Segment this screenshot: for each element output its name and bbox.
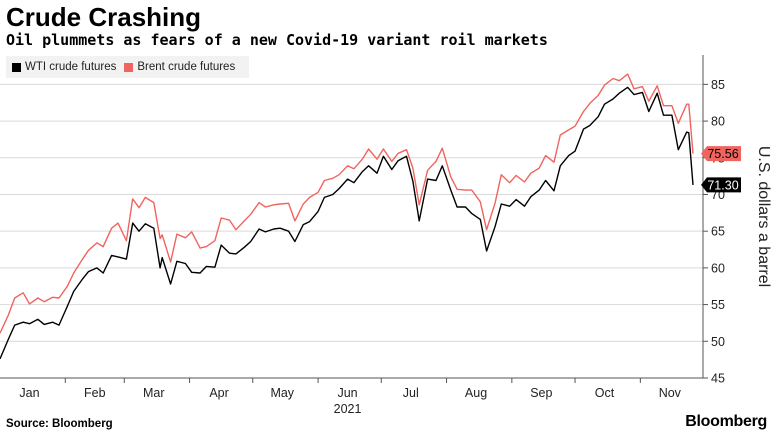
y-tick-label: 55 xyxy=(711,298,725,312)
x-tick-label: Nov xyxy=(659,386,682,400)
x-tick-label: Sep xyxy=(530,386,552,400)
chart-title: Crude Crashing xyxy=(6,2,202,32)
y-tick-label: 80 xyxy=(711,115,725,129)
bloomberg-logo: Bloomberg xyxy=(685,413,767,430)
chart-subtitle: Oil plummets as fears of a new Covid-19 … xyxy=(6,31,548,49)
x-tick-label: Jun xyxy=(337,386,357,400)
legend-item-wti: WTI crude futures xyxy=(12,61,116,73)
legend-label-brent: Brent crude futures xyxy=(137,61,236,73)
legend: WTI crude futures Brent crude futures xyxy=(6,56,250,78)
y-tick-label: 45 xyxy=(711,372,725,386)
x-tick-label: Oct xyxy=(595,386,615,400)
value-tag-label: 75.56 xyxy=(707,147,738,161)
value-tag-shape xyxy=(701,146,741,162)
last-value-tag-brent: 75.56 xyxy=(701,146,741,162)
value-tag-label: 71.30 xyxy=(707,178,738,192)
x-tick-label: Aug xyxy=(465,386,487,400)
x-tick-label: Jan xyxy=(19,386,39,400)
value-tag-shape xyxy=(701,177,741,193)
legend-swatch-wti xyxy=(12,62,21,72)
legend-item-brent: Brent crude futures xyxy=(124,61,235,73)
x-tick-label: May xyxy=(270,386,294,400)
x-year-label: 2021 xyxy=(334,402,362,416)
x-tick-label: Feb xyxy=(84,386,106,400)
last-value-tag-wti: 71.30 xyxy=(701,177,741,193)
y-tick-label: 65 xyxy=(711,225,725,239)
legend-swatch-brent xyxy=(124,62,134,72)
x-tick-label: Mar xyxy=(143,386,165,400)
source-note: Source: Bloomberg xyxy=(6,418,113,430)
series-line-brent xyxy=(0,73,694,334)
legend-label-wti: WTI crude futures xyxy=(25,61,117,73)
y-tick-label: 85 xyxy=(711,78,725,92)
y-axis-title: U.S. dollars a barrel xyxy=(755,146,772,287)
x-tick-label: Jul xyxy=(403,386,419,400)
series-line-wti xyxy=(0,86,694,360)
y-tick-label: 60 xyxy=(711,261,725,275)
y-tick-label: 50 xyxy=(711,335,725,349)
x-tick-label: Apr xyxy=(209,386,228,400)
